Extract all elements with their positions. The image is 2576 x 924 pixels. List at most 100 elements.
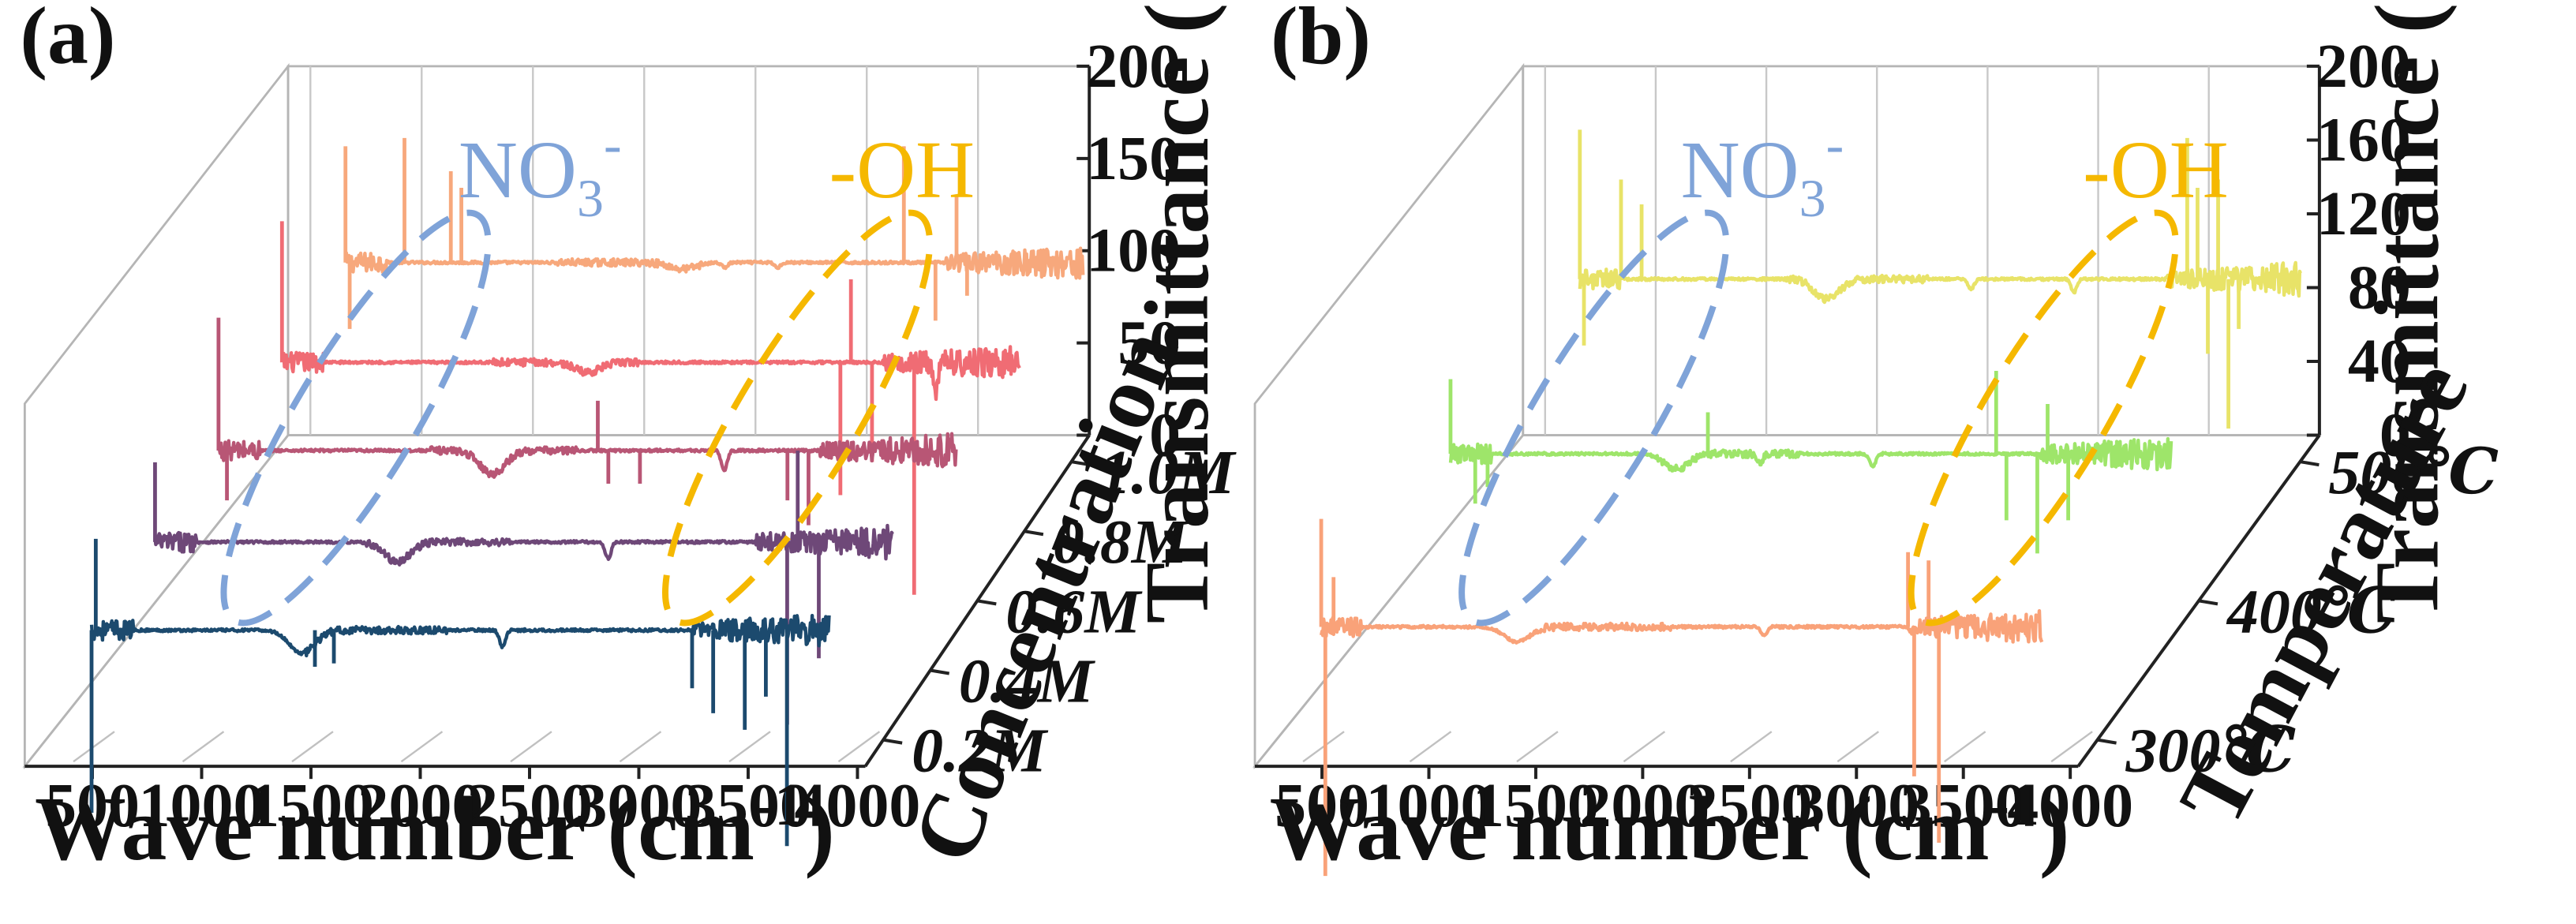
y-tick-label: 0 (1149, 401, 1181, 470)
panel-b: 5001000150020002500300035004000040801201… (1252, 0, 2499, 880)
x-tick-label: 1000 (139, 771, 265, 840)
x-tick-label: 4000 (2007, 771, 2133, 840)
z-tick-label: 500℃ (2328, 438, 2499, 507)
y-tick-label: 40 (2348, 327, 2411, 396)
x-tick-label: 3500 (685, 771, 811, 840)
no3-label-sub: 3 (577, 168, 604, 228)
side-wall (23, 62, 290, 770)
y-tick-label: 160 (2316, 105, 2411, 174)
floor-guide (400, 731, 444, 763)
oh-label: -OH (2083, 125, 2229, 215)
z-tick-mark (2198, 599, 2218, 606)
floor-guide (1516, 731, 1559, 763)
z-tick-label: 400℃ (2226, 577, 2398, 646)
floor-guide (73, 731, 115, 763)
x-axis-title-close: ) (2039, 779, 2070, 880)
x-tick-label: 3500 (1900, 771, 2027, 840)
annotations: NO3- -OH (220, 114, 975, 627)
y-axis-ticks: 0 50 100 150 200 (1076, 32, 1181, 470)
x-tick-label: 2500 (466, 771, 593, 840)
floor-guide (1730, 731, 1773, 763)
panel-label: (b) (1271, 0, 1371, 81)
x-tick-label: 1500 (1473, 771, 1599, 840)
z-tick-mark (1024, 529, 1044, 537)
oh-ellipse (661, 209, 934, 627)
z-tick-label: 0.6M (1005, 577, 1143, 646)
floor-guide (291, 731, 334, 763)
y-tick-label: 200 (1086, 32, 1181, 101)
back-wall (286, 65, 1091, 436)
z-tick-label: 0.8M (1053, 507, 1190, 577)
floor-guide (2050, 731, 2093, 763)
floor-guide (1409, 731, 1452, 763)
floor-guide (182, 731, 225, 763)
y-tick-label: 120 (2316, 179, 2411, 249)
y-tick-label: 150 (1086, 124, 1181, 193)
series-line-0 (1578, 260, 2302, 305)
x-axis-title-close: ) (804, 779, 835, 880)
x-axis-title: Wave number (cm-1) (35, 772, 835, 880)
z-tick-label: 300℃ (2125, 716, 2297, 786)
floor-guide (1623, 731, 1666, 763)
z-tick-mark (2300, 460, 2320, 467)
z-tick-label: 0.2M (912, 716, 1049, 786)
floor-guide (510, 731, 552, 763)
y-tick-label: 50 (1118, 309, 1181, 378)
x-axis-title-text: Wave number (cm (1270, 779, 1990, 880)
no3-label-text: NO (1681, 125, 1799, 215)
x-tick-label: 2000 (358, 771, 484, 840)
series-line-1 (1448, 436, 2174, 473)
x-axis-title-sup: -1 (1990, 772, 2039, 838)
series-group (1319, 129, 2302, 877)
x-axis-title-sup: -1 (754, 772, 804, 838)
x-tick-label: 2000 (1579, 771, 1705, 840)
no3-label-sup: - (604, 114, 622, 174)
y-tick-label: 200 (2316, 32, 2411, 101)
z-tick-mark (882, 738, 903, 745)
no3-label-sup: - (1826, 114, 1844, 174)
side-wall (1253, 62, 1525, 770)
z-tick-mark (2097, 738, 2117, 745)
oh-label: -OH (829, 125, 975, 215)
x-tick-label: 3000 (1793, 771, 1919, 840)
no3-label-text: NO (459, 125, 577, 215)
series-line-2 (216, 432, 958, 479)
no3-label-sub: 3 (1799, 168, 1826, 228)
z-axis-ticks: 0.2M0.4M0.6M0.8M1.0M (882, 438, 1237, 786)
no3-label: NO3- (459, 114, 622, 228)
x-tick-label: 2500 (1687, 771, 1813, 840)
z-tick-label: 0.4M (959, 646, 1096, 716)
x-axis-title-text: Wave number (cm (35, 779, 754, 880)
y-tick-label: 0 (2379, 401, 2411, 470)
no3-ellipse (220, 209, 492, 627)
floor-guide (837, 731, 881, 763)
x-axis-title: Wave number (cm-1) (1270, 772, 2070, 880)
series-line-3 (153, 523, 894, 567)
panel-label: (a) (20, 0, 115, 81)
x-tick-label: 500 (1275, 771, 1369, 840)
z-tick-mark (977, 599, 997, 606)
oh-ellipse (1908, 209, 2179, 627)
x-tick-label: 3000 (576, 771, 702, 840)
no3-ellipse (1458, 209, 1730, 627)
no3-label: NO3- (1681, 114, 1844, 228)
z-axis-ticks: 300℃ 400℃ 500℃ (2097, 438, 2499, 786)
series-line-1 (280, 345, 1021, 402)
y-axis-title: Transmittance (%) (2357, 0, 2458, 623)
floor-guide (728, 731, 771, 763)
series-line-4 (89, 613, 831, 658)
floor-guide (619, 731, 662, 763)
z-tick-label: 1.0M (1099, 438, 1237, 507)
z-tick-mark (1071, 460, 1091, 467)
y-tick-label: 100 (1086, 216, 1181, 286)
floor-guide (1837, 731, 1879, 763)
axes-frame (1252, 62, 2322, 770)
y-tick-label: 80 (2348, 253, 2411, 322)
series-group (89, 137, 1085, 847)
floor-guide (1944, 731, 1986, 763)
annotations: NO3- -OH (1458, 114, 2229, 627)
